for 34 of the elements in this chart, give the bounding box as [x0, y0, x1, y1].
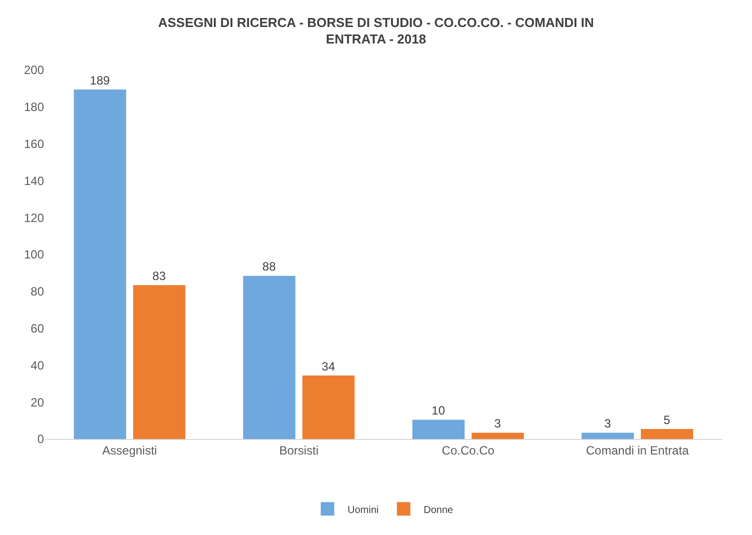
- y-tick-label: 120: [24, 210, 44, 225]
- y-tick-label: 40: [30, 358, 44, 372]
- y-tick-label: 0: [37, 432, 44, 446]
- bar: [412, 420, 465, 439]
- legend-label: Uomini: [348, 504, 379, 516]
- bar: [640, 429, 694, 439]
- x-tick-label: Co.Co.Co: [442, 443, 495, 458]
- y-tick-label: 80: [30, 284, 44, 299]
- x-tick-label: Borsisti: [279, 443, 319, 458]
- data-label: 83: [152, 268, 166, 283]
- bar: [582, 432, 634, 439]
- legend-label: Donne: [424, 504, 454, 516]
- data-label: 189: [90, 73, 110, 88]
- y-tick-label: 140: [24, 174, 44, 188]
- bar: [243, 276, 296, 439]
- y-tick-label: 100: [24, 248, 44, 262]
- data-label: 34: [322, 359, 336, 374]
- y-tick-label: 160: [24, 137, 44, 151]
- bar: [472, 432, 524, 439]
- x-tick-label: Comandi in Entrata: [586, 443, 690, 458]
- data-label: 10: [432, 404, 446, 418]
- bar: [133, 285, 186, 439]
- x-tick-label: Assegnisti: [102, 443, 157, 458]
- y-tick-label: 180: [24, 100, 44, 114]
- y-tick-label: 60: [30, 322, 44, 336]
- y-tick-label: 200: [24, 63, 44, 78]
- data-label: 5: [663, 412, 670, 427]
- data-label: 88: [262, 260, 276, 274]
- y-tick-label: 20: [30, 395, 44, 410]
- chart-title: ASSEGNI DI RICERCA - BORSE DI STUDIO - CO.CO.CO. - COMANDI IN ENTRATA - 2018: [158, 14, 594, 47]
- bar: [74, 90, 126, 439]
- data-label: 3: [604, 416, 612, 430]
- data-label: 3: [494, 416, 502, 430]
- bar: [302, 376, 355, 439]
